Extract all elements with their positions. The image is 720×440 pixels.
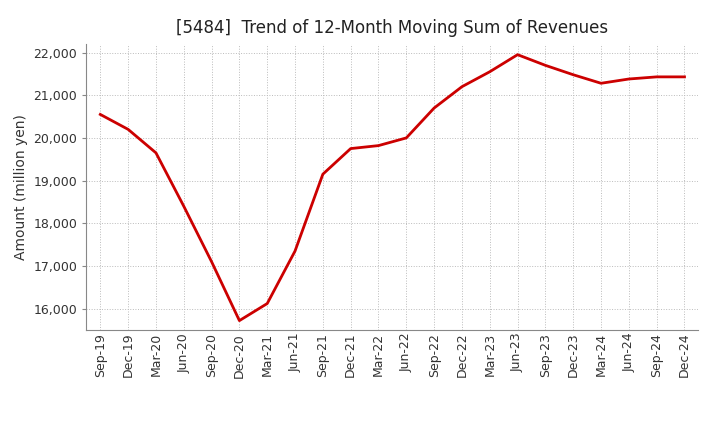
Title: [5484]  Trend of 12-Month Moving Sum of Revenues: [5484] Trend of 12-Month Moving Sum of R… <box>176 19 608 37</box>
Y-axis label: Amount (million yen): Amount (million yen) <box>14 114 28 260</box>
